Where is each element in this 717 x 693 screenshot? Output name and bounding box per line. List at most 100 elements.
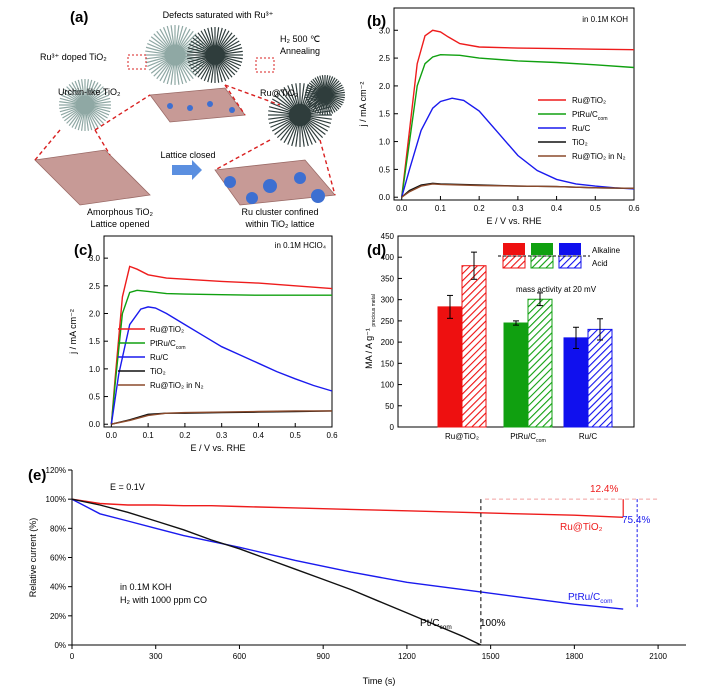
series-line-1 bbox=[110, 289, 332, 425]
x-tick-label: 0.0 bbox=[396, 204, 408, 213]
y-axis-label: j / mA cm⁻² bbox=[68, 309, 78, 355]
y-tick-label: 400 bbox=[381, 253, 395, 262]
series-label-ptru: PtRu/Ccom bbox=[568, 592, 613, 605]
y-tick-label: 0.0 bbox=[89, 420, 101, 429]
y-tick-label: 0.5 bbox=[89, 393, 101, 402]
urchin-right-2 bbox=[305, 75, 345, 115]
bar bbox=[503, 322, 529, 428]
legend-swatch-alkaline bbox=[559, 243, 581, 255]
y-tick-label: 2.5 bbox=[379, 54, 391, 63]
urchin-core bbox=[205, 45, 225, 65]
x-tick-label: 0.2 bbox=[179, 431, 191, 440]
series-line-3 bbox=[401, 182, 635, 198]
dashed-box bbox=[255, 57, 275, 73]
urchin-top-2 bbox=[187, 27, 243, 83]
urchin-right bbox=[268, 83, 332, 147]
series-line-0 bbox=[71, 498, 624, 518]
legend-label: Ru/C bbox=[572, 124, 590, 133]
x-tick-label: 0.2 bbox=[474, 204, 486, 213]
series-line-4 bbox=[401, 183, 635, 198]
bar bbox=[461, 265, 487, 428]
loss-label-ru: 12.4% bbox=[590, 484, 618, 495]
x-tick-label: 0.4 bbox=[253, 431, 265, 440]
bar bbox=[437, 306, 463, 428]
x-axis-label: E / V vs. RHE bbox=[486, 216, 541, 226]
lattice-amorphous bbox=[34, 149, 151, 206]
panel-b: 0.0 0.1 0.2 0.3 0.4 0.5 0.6 0.0 0.5 1.0 1.5 2.0 2.5 3… bbox=[358, 7, 640, 226]
y-tick-label: 2.5 bbox=[89, 282, 101, 291]
annotation: in 0.1M HClO₄ bbox=[275, 241, 326, 250]
legend-label: TiO₂ bbox=[150, 367, 166, 376]
y-tick-label: 60% bbox=[50, 554, 66, 563]
series-label-pt: Pt/Ccom bbox=[420, 618, 452, 631]
legend-acid: Acid bbox=[592, 259, 608, 268]
series-line-1 bbox=[71, 498, 624, 610]
legend-label: PtRu/Ccom bbox=[150, 339, 186, 351]
y-axis-label: j / mA cm⁻² bbox=[358, 82, 368, 128]
urchin-core bbox=[75, 95, 95, 115]
cluster-dot bbox=[294, 172, 306, 184]
x-tick-label: 0.0 bbox=[106, 431, 118, 440]
dashed-line bbox=[94, 94, 151, 131]
text-defects: Defects saturated with Ru³⁺ bbox=[163, 10, 274, 20]
bar bbox=[587, 328, 613, 428]
x-tick-label: 1500 bbox=[482, 652, 500, 661]
y-tick-label: 300 bbox=[381, 296, 395, 305]
x-tick-label: 1800 bbox=[565, 652, 583, 661]
panel-a: (a) Defects saturated with Ru³⁺ Ru³⁺ doped… bbox=[34, 9, 345, 229]
urchin-core bbox=[318, 88, 332, 102]
y-tick-label: 450 bbox=[381, 232, 395, 241]
x-tick-label: 0.5 bbox=[290, 431, 302, 440]
y-axis-label: Relative current (%) bbox=[28, 518, 38, 598]
loss-label-pt: 100% bbox=[480, 618, 506, 629]
x-tick-label: 0.3 bbox=[216, 431, 228, 440]
panel-label: (c) bbox=[74, 242, 92, 259]
urchin-core bbox=[164, 44, 186, 66]
x-tick-label: 0.6 bbox=[326, 431, 338, 440]
text-doped: Ru³⁺ doped TiO₂ bbox=[40, 52, 107, 62]
y-tick-label: 120% bbox=[46, 466, 66, 475]
dashed-line bbox=[224, 84, 281, 106]
lattice-arrow-icon bbox=[172, 160, 202, 180]
text-lattice-closed: Lattice closed bbox=[160, 150, 215, 160]
dashed-line bbox=[224, 84, 246, 116]
y-tick-label: 1.5 bbox=[379, 110, 391, 119]
dashed-line bbox=[319, 139, 336, 196]
dashed-box bbox=[127, 54, 147, 70]
x-tick-label: 0.5 bbox=[590, 204, 602, 213]
text-amorphous-1: Amorphous TiO₂ bbox=[87, 207, 154, 217]
series-line-2 bbox=[401, 97, 635, 198]
y-tick-label: 0.5 bbox=[379, 165, 391, 174]
y-tick-label: 40% bbox=[50, 583, 66, 592]
y-tick-label: 100% bbox=[46, 495, 66, 504]
text-cluster-2: within TiO₂ lattice bbox=[244, 219, 314, 229]
annotation: mass activity at 20 mV bbox=[516, 285, 597, 294]
x-tick-label: 0 bbox=[70, 652, 75, 661]
annotation-e: E = 0.1V bbox=[110, 482, 145, 492]
x-tick-label: 0.4 bbox=[551, 204, 563, 213]
x-axis-label: E / V vs. RHE bbox=[190, 443, 245, 453]
text-ru-tio2: Ru@TiO₂ bbox=[260, 88, 299, 98]
y-tick-label: 20% bbox=[50, 612, 66, 621]
series-line-2 bbox=[71, 498, 482, 646]
y-tick-label: 2.0 bbox=[379, 82, 391, 91]
cluster-dot bbox=[246, 192, 258, 204]
y-tick-label: 2.0 bbox=[89, 310, 101, 319]
y-tick-label: 50 bbox=[385, 402, 394, 411]
cluster-dot bbox=[224, 176, 236, 188]
y-tick-label: 250 bbox=[381, 317, 395, 326]
legend-label: Ru@TiO₂ bbox=[150, 325, 184, 334]
x-tick-label: 0.6 bbox=[628, 204, 640, 213]
dashed-line bbox=[94, 129, 111, 156]
legend-swatch-acid bbox=[502, 255, 526, 269]
text-h2: H₂ 500 ℃ bbox=[280, 34, 320, 44]
y-tick-label: 200 bbox=[381, 338, 395, 347]
text-annealing: Annealing bbox=[280, 46, 320, 56]
legend-label: Ru@TiO₂ in N₂ bbox=[150, 381, 204, 390]
series-line-2 bbox=[110, 306, 333, 425]
text-cluster-1: Ru cluster confined bbox=[241, 207, 318, 217]
panel-label: (e) bbox=[28, 467, 46, 484]
legend-alkaline: Alkaline bbox=[592, 246, 621, 255]
cluster-dot bbox=[263, 179, 277, 193]
y-tick-label: 150 bbox=[381, 359, 395, 368]
